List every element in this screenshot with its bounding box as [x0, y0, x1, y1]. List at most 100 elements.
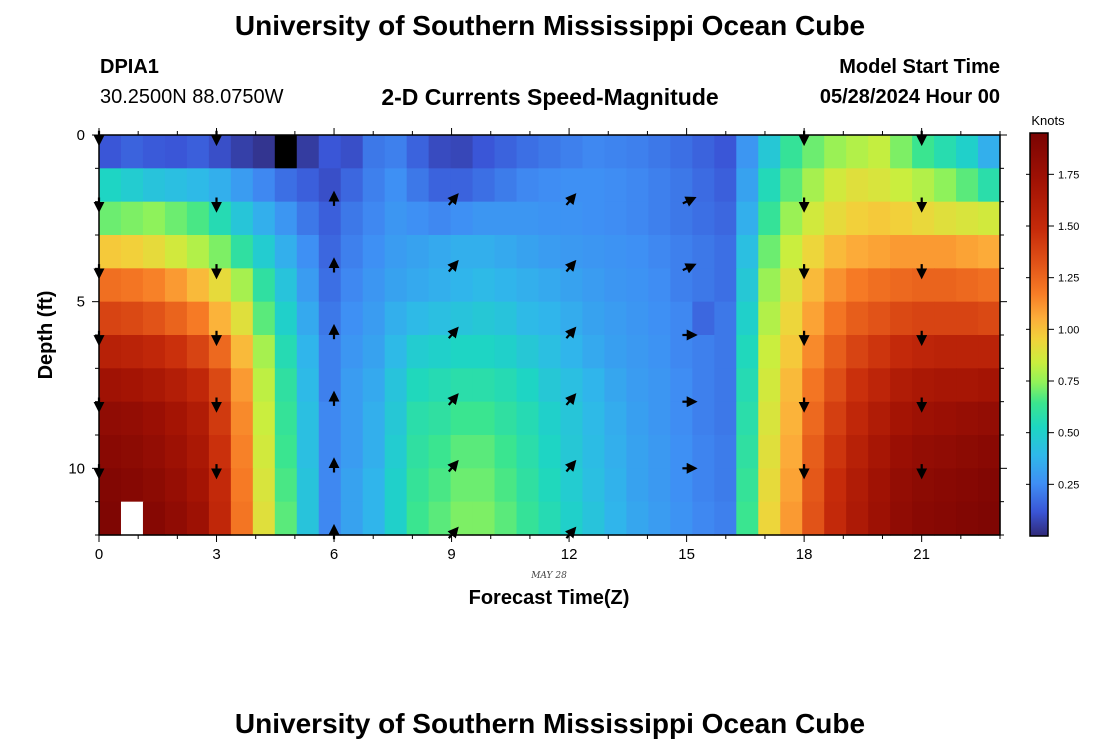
x-axis-label: Forecast Time(Z) — [469, 587, 630, 609]
heatmap-cell — [714, 335, 737, 369]
heatmap-cell — [428, 335, 452, 369]
heatmap-cell — [208, 468, 232, 503]
x-tick-label: 0 — [95, 546, 103, 563]
heatmap-cell — [846, 501, 869, 536]
heatmap-cell — [120, 435, 144, 469]
heatmap-cell — [296, 201, 320, 236]
heatmap-cell — [648, 168, 671, 203]
heatmap-cell — [780, 435, 803, 469]
heatmap-cell — [648, 201, 671, 236]
heatmap-cell — [450, 135, 474, 169]
heatmap-cell — [582, 301, 606, 336]
heatmap-cell — [164, 235, 188, 269]
heatmap-cell — [142, 468, 166, 503]
heatmap-cell — [714, 468, 737, 503]
heatmap-cell — [538, 301, 562, 336]
heatmap-cell — [934, 201, 957, 236]
heatmap-cell — [780, 468, 803, 503]
colorbar-tick-label: 1.00 — [1058, 324, 1079, 336]
colorbar-unit-label: Knots — [1031, 113, 1065, 128]
heatmap-cell — [648, 268, 671, 303]
heatmap-cell — [538, 335, 562, 369]
heatmap-cell — [736, 201, 759, 236]
heatmap-cell — [802, 268, 825, 303]
heatmap-cell — [252, 201, 276, 236]
heatmap-cell — [890, 168, 913, 203]
heatmap-cell — [824, 468, 847, 503]
heatmap-cell — [956, 201, 979, 236]
heatmap-cell — [494, 201, 518, 236]
heatmap-cell — [714, 401, 737, 436]
heatmap-cell — [164, 468, 188, 503]
heatmap-cell — [868, 435, 891, 469]
heatmap-cell — [670, 168, 693, 203]
heatmap-cell — [99, 468, 122, 503]
heatmap-cell — [384, 301, 408, 336]
colorbar-tick-label: 1.50 — [1058, 221, 1079, 233]
heatmap-cell — [428, 501, 452, 536]
heatmap-cell — [340, 268, 364, 303]
heatmap-cell — [758, 301, 781, 336]
heatmap-cell — [472, 201, 496, 236]
heatmap-cell — [384, 235, 408, 269]
heatmap-cell — [164, 268, 188, 303]
heatmap-cell — [582, 401, 606, 436]
colorbar-tick-label: 0.25 — [1058, 479, 1079, 491]
heatmap-cell — [670, 501, 693, 536]
heatmap-cell — [912, 268, 935, 303]
heatmap-cell — [824, 501, 847, 536]
heatmap-cell — [736, 335, 759, 369]
heatmap-cell — [846, 235, 869, 269]
heatmap-cell — [714, 135, 737, 169]
heatmap-cell — [472, 268, 496, 303]
heatmap-cell — [406, 135, 430, 169]
heatmap-cell — [494, 168, 518, 203]
heatmap-cell — [230, 368, 254, 403]
heatmap-cell — [978, 201, 1001, 236]
heatmap-cell — [384, 335, 408, 369]
heatmap-cell — [230, 268, 254, 303]
heatmap-cell — [604, 401, 628, 436]
heatmap-cell — [120, 135, 144, 169]
heatmap-cell — [714, 268, 737, 303]
heatmap-cell — [362, 168, 386, 203]
heatmap-cell — [164, 435, 188, 469]
heatmap-cell — [626, 468, 649, 503]
heatmap-cell — [142, 168, 166, 203]
heatmap-cell — [560, 468, 584, 503]
heatmap-cell — [560, 335, 584, 369]
heatmap-cell — [516, 468, 540, 503]
heatmap-cell — [362, 201, 386, 236]
heatmap-cell — [318, 435, 342, 469]
heatmap-cell — [340, 368, 364, 403]
heatmap-cell — [494, 401, 518, 436]
heatmap-cell — [340, 401, 364, 436]
heatmap-cell — [582, 201, 606, 236]
heatmap-cell — [296, 168, 320, 203]
heatmap-cell — [99, 235, 122, 269]
heatmap-cell — [890, 135, 913, 169]
heatmap-cell — [318, 135, 342, 169]
x-tick-label: 3 — [212, 546, 220, 563]
x-tick-label: 18 — [796, 546, 813, 563]
x-tick-label: 12 — [561, 546, 578, 563]
heatmap-cell — [670, 235, 693, 269]
heatmap-cell — [362, 301, 386, 336]
heatmap-cell — [868, 201, 891, 236]
heatmap-cell — [186, 201, 210, 236]
heatmap-cell — [780, 335, 803, 369]
heatmap-cell — [406, 235, 430, 269]
heatmap-cell — [648, 135, 671, 169]
heatmap-cell — [824, 368, 847, 403]
heatmap-cell — [912, 368, 935, 403]
heatmap-cell — [604, 168, 628, 203]
heatmap-cell — [604, 435, 628, 469]
heatmap-cell — [538, 401, 562, 436]
heatmap-cell — [802, 401, 825, 436]
heatmap-cell — [406, 301, 430, 336]
heatmap-cell — [142, 235, 166, 269]
heatmap-cell — [252, 135, 276, 169]
heatmap-cell — [692, 368, 715, 403]
heatmap-cell — [142, 201, 166, 236]
